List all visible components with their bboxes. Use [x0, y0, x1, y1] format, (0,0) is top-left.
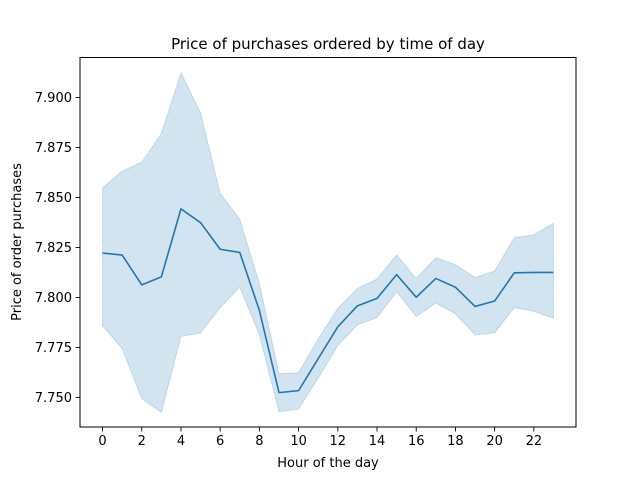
y-tick-label: 7.775	[35, 341, 72, 356]
y-axis-label: Price of order purchases	[10, 163, 25, 321]
x-axis-label: Hour of the day	[277, 456, 379, 471]
confidence-band	[102, 71, 554, 414]
y-tick-label: 7.825	[35, 241, 72, 256]
x-tick-label: 20	[486, 434, 503, 449]
x-axis: 0 2 4 6 8 10 12 14 16 18 20 22	[98, 427, 542, 449]
x-tick-label: 18	[447, 434, 464, 449]
y-tick-label: 7.875	[35, 141, 72, 156]
x-tick-label: 22	[526, 434, 543, 449]
x-tick-label: 0	[98, 434, 106, 449]
x-tick-label: 8	[255, 434, 263, 449]
y-axis: 7.750 7.775 7.800 7.825 7.850 7.875 7.900	[35, 91, 80, 406]
chart-title: Price of purchases ordered by time of da…	[171, 35, 485, 53]
y-tick-label: 7.750	[35, 391, 72, 406]
x-tick-label: 6	[216, 434, 224, 449]
x-tick-label: 16	[408, 434, 425, 449]
x-tick-label: 4	[177, 434, 185, 449]
x-tick-label: 12	[330, 434, 347, 449]
x-tick-label: 10	[290, 434, 307, 449]
plot-frame	[79, 57, 577, 428]
series-line	[102, 208, 554, 394]
x-tick-label: 14	[369, 434, 386, 449]
y-tick-label: 7.850	[35, 191, 72, 206]
y-tick-label: 7.900	[35, 91, 72, 106]
y-tick-label: 7.800	[35, 291, 72, 306]
plot-area	[102, 71, 554, 414]
x-tick-label: 2	[138, 434, 146, 449]
